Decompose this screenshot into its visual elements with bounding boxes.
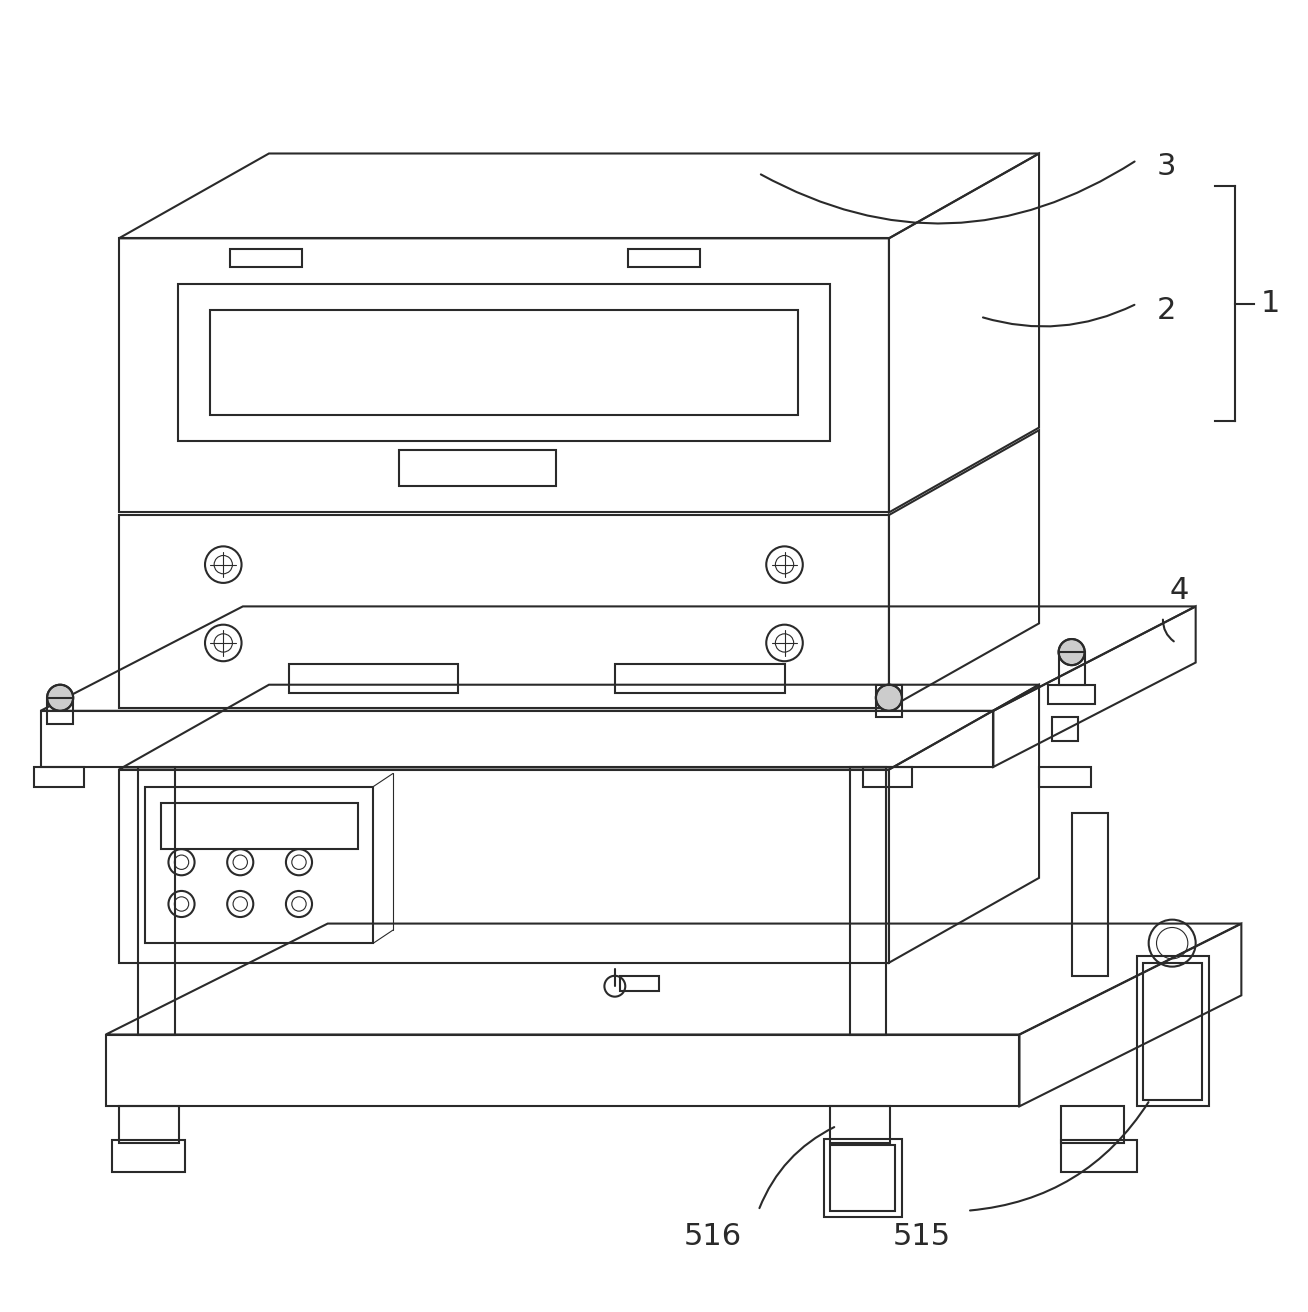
Bar	[119, 770, 889, 963]
Bar	[399, 450, 556, 487]
Text: 2: 2	[1156, 295, 1176, 324]
Bar	[1061, 1106, 1124, 1143]
Bar	[106, 1035, 1019, 1106]
Bar	[1137, 956, 1209, 1106]
Circle shape	[1058, 639, 1084, 665]
Circle shape	[876, 685, 903, 711]
Bar	[615, 664, 785, 693]
Text: 4: 4	[1169, 576, 1189, 605]
Bar	[139, 768, 175, 1035]
Text: 3: 3	[1156, 152, 1176, 181]
Bar	[119, 516, 889, 708]
Text: 1: 1	[1261, 289, 1281, 318]
Bar	[112, 1140, 186, 1172]
Bar	[178, 283, 831, 441]
Bar	[831, 1145, 896, 1211]
Bar	[211, 310, 798, 415]
Bar	[1048, 685, 1095, 705]
Bar	[863, 768, 913, 786]
Bar	[1061, 1140, 1137, 1172]
Bar	[119, 239, 889, 513]
Text: 516: 516	[684, 1223, 742, 1252]
Bar	[34, 768, 84, 786]
Bar	[831, 1106, 891, 1143]
Bar	[850, 768, 887, 1035]
Bar	[1039, 768, 1091, 786]
Bar	[1143, 963, 1202, 1099]
Bar	[289, 664, 458, 693]
Bar	[161, 803, 357, 849]
Bar	[1071, 812, 1108, 976]
Bar	[230, 249, 302, 268]
Bar	[145, 786, 373, 943]
Bar	[620, 976, 659, 992]
Circle shape	[47, 685, 73, 711]
Bar	[876, 685, 903, 718]
Bar	[824, 1139, 903, 1218]
Bar	[41, 711, 993, 768]
Bar	[1052, 718, 1078, 741]
Bar	[628, 249, 700, 268]
Bar	[119, 1106, 179, 1143]
Text: 515: 515	[892, 1223, 951, 1252]
Bar	[47, 698, 73, 724]
Bar	[1058, 652, 1084, 685]
